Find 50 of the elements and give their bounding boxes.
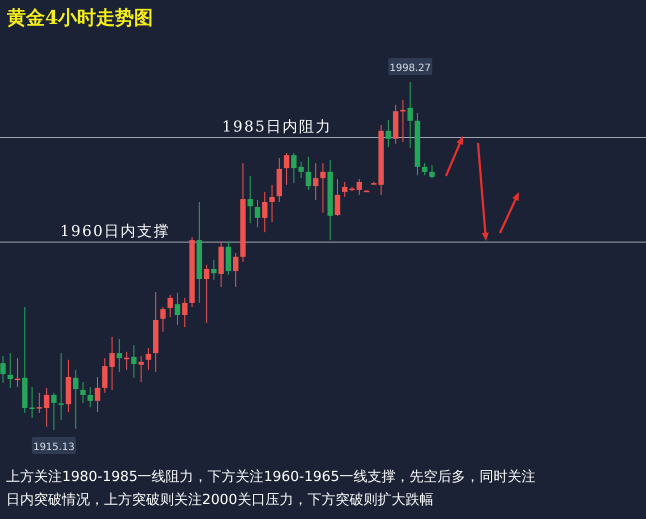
candlestick [102, 358, 108, 394]
candlestick [44, 387, 50, 428]
candlestick [51, 392, 57, 430]
candlestick [116, 338, 122, 372]
annotation: 1998.27 [390, 63, 431, 74]
candlestick [386, 119, 392, 148]
candlestick [312, 162, 318, 200]
candlestick [356, 178, 362, 196]
candlestick [174, 292, 180, 326]
candlestick [0, 356, 6, 384]
ref-line-label: 1960日内支撑 [60, 222, 170, 240]
candlestick [94, 376, 100, 413]
candlestick [204, 264, 210, 324]
candlestick [254, 199, 260, 228]
candlestick [88, 386, 93, 408]
candlestick [138, 356, 144, 382]
candlestick [262, 191, 268, 233]
candlestick [342, 181, 348, 198]
candlestick [146, 348, 152, 370]
candlestick [80, 381, 86, 404]
candlestick [58, 352, 64, 421]
candlestick [29, 386, 35, 418]
candlestick [8, 352, 13, 388]
candlestick [168, 294, 173, 318]
candlestick [429, 164, 435, 179]
candlestick [211, 259, 217, 280]
candlestick [131, 344, 137, 378]
candlestick [36, 392, 42, 414]
candlestick [248, 176, 253, 224]
candlestick [124, 351, 130, 370]
candlestick [320, 162, 326, 214]
chart-title: 黄金4小时走势图 [6, 7, 154, 29]
candlestick [291, 152, 297, 184]
candlestick [284, 152, 290, 186]
candlestick [232, 252, 238, 288]
candlestick [14, 358, 20, 388]
candlestick [298, 161, 304, 179]
candlestick [109, 336, 115, 390]
ref-line-label: 1985日内阻力 [222, 118, 332, 136]
candlestick [73, 369, 78, 430]
candlestick [269, 184, 275, 223]
candlestick [334, 178, 340, 216]
text: 上方关注1980-1985一线阻力，下方关注1960-1965一线支撑，先空后多，同时关注 [6, 469, 536, 485]
candlestick [306, 156, 312, 190]
candlestick [160, 306, 166, 332]
candlestick [422, 162, 428, 176]
annotation: 1915.13 [33, 442, 75, 453]
text: 日内突破情况，上方突破则关注2000关口压力，下方突破则扩大跌幅 [6, 492, 434, 508]
candlestick [182, 297, 188, 328]
candlestick [407, 82, 413, 149]
